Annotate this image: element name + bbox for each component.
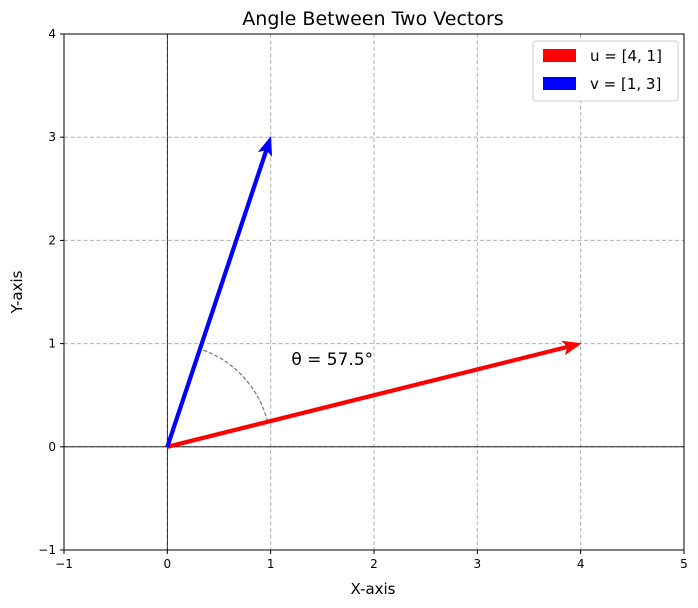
vector-u (166, 340, 583, 449)
legend-label-u: u = [4, 1] (590, 47, 662, 65)
y-tick-label: 1 (48, 337, 56, 351)
x-tick-label: 0 (164, 557, 172, 571)
x-tick-label: 3 (474, 557, 482, 571)
y-tick-label: 0 (48, 440, 56, 454)
x-tick-label: 2 (370, 557, 378, 571)
x-tick-label: −1 (55, 557, 73, 571)
x-tick-label: 4 (577, 557, 585, 571)
vector-shaft (166, 344, 569, 449)
vectors (165, 135, 583, 449)
vector-shaft (165, 148, 269, 448)
legend-label-v: v = [1, 3] (590, 75, 661, 93)
axis-ticks: −1 0 1 2 3 4 5 −1 0 1 2 3 4 (38, 27, 688, 571)
angle-arc-group (199, 348, 269, 422)
y-tick-label: −1 (38, 543, 56, 557)
y-tick-label: 2 (48, 233, 56, 247)
vector-v (165, 135, 273, 448)
x-tick-label: 5 (680, 557, 688, 571)
vector-arrowhead (561, 340, 583, 356)
vector-arrowhead (257, 135, 273, 157)
angle-arc (199, 348, 269, 422)
y-tick-label: 4 (48, 27, 56, 41)
grid (64, 34, 684, 550)
angle-label: θ = 57.5° (291, 350, 373, 370)
legend-swatch-v (543, 77, 576, 90)
y-axis-label: Y-axis (8, 270, 26, 314)
x-tick-label: 1 (267, 557, 275, 571)
legend: u = [4, 1] v = [1, 3] (532, 40, 679, 102)
chart-title: Angle Between Two Vectors (242, 8, 503, 30)
x-axis-label: X-axis (351, 580, 396, 598)
legend-swatch-u (543, 49, 576, 62)
y-tick-label: 3 (48, 130, 56, 144)
